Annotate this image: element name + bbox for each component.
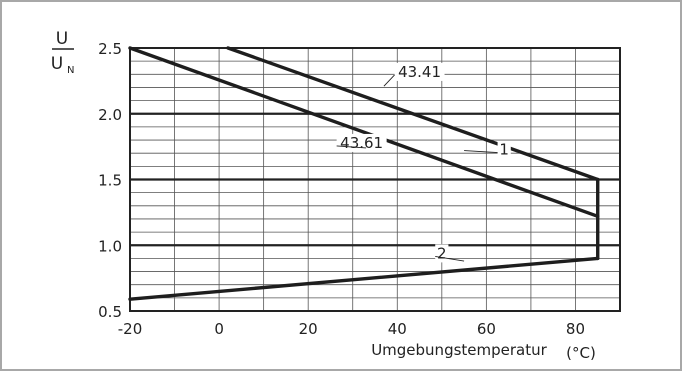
x-axis-label: Umgebungstemperatur bbox=[371, 341, 547, 359]
annotation: 43.41 bbox=[383, 62, 445, 87]
annotation-label: 43.61 bbox=[340, 134, 383, 152]
y-axis-label-numerator: U bbox=[56, 29, 68, 49]
annotation-leader bbox=[336, 145, 367, 149]
y-tick-label: 0.5 bbox=[98, 303, 122, 321]
annotation-label: 43.41 bbox=[398, 63, 441, 81]
y-tick-label: 2.0 bbox=[98, 106, 122, 124]
y-tick-label: 1.5 bbox=[98, 172, 122, 190]
annotation-background bbox=[336, 133, 387, 152]
y-tick-label: 2.5 bbox=[98, 40, 122, 58]
y-tick-label: 1.0 bbox=[98, 237, 122, 255]
annotation: 43.61 bbox=[336, 133, 387, 152]
x-tick-label: 40 bbox=[388, 320, 407, 338]
annotation-label: 1 bbox=[499, 141, 509, 159]
y-axis-label-denominator: U bbox=[51, 54, 63, 74]
x-tick-label: 60 bbox=[477, 320, 496, 338]
x-tick-label: 80 bbox=[566, 320, 585, 338]
series-line-3 bbox=[128, 256, 600, 301]
annotation: 1 bbox=[464, 140, 511, 159]
annotation: 2 bbox=[435, 244, 465, 263]
x-tick-label: -20 bbox=[118, 320, 143, 338]
annotation-leader bbox=[435, 255, 465, 262]
annotation-background bbox=[394, 62, 445, 81]
series-line-1 bbox=[226, 46, 600, 182]
x-tick-label: 20 bbox=[299, 320, 318, 338]
annotation-leader bbox=[383, 74, 395, 87]
annotation-label: 2 bbox=[437, 244, 447, 262]
plot-area-border bbox=[129, 47, 621, 312]
y-axis-label-subscript: N bbox=[67, 65, 74, 76]
series-line-2 bbox=[128, 46, 600, 219]
annotation-leader bbox=[464, 150, 498, 153]
x-tick-label: 0 bbox=[214, 320, 224, 338]
annotation-background bbox=[497, 140, 511, 159]
x-axis-unit: (°C) bbox=[566, 344, 596, 362]
